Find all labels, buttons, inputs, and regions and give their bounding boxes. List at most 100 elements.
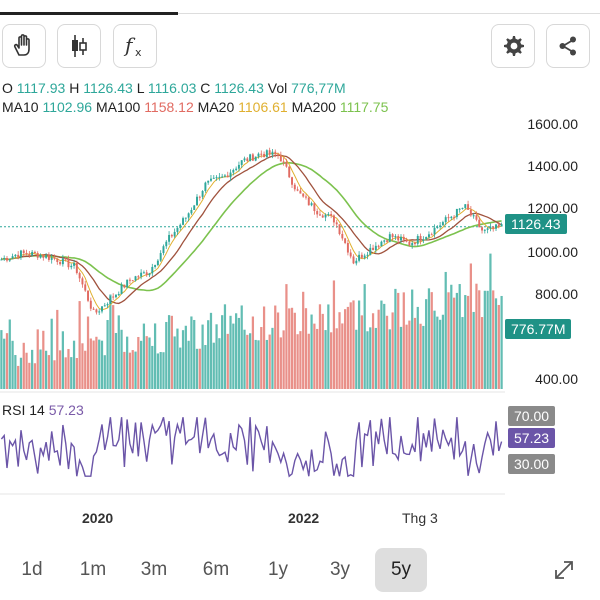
period-5y-button[interactable]: 5y — [375, 548, 427, 592]
period-6m-button[interactable]: 6m — [202, 559, 230, 580]
candle-body — [173, 231, 176, 237]
volume-bar — [461, 317, 464, 389]
volume-bar — [416, 306, 419, 389]
volume-bar — [419, 323, 422, 389]
candle-body — [263, 153, 266, 157]
candle-body — [140, 272, 143, 277]
candle-body — [318, 214, 321, 216]
volume-bar — [318, 304, 322, 389]
volume-bar — [19, 357, 23, 389]
candle-body — [50, 257, 53, 260]
high-label: H — [69, 80, 80, 96]
period-1m-button[interactable]: 1m — [79, 559, 107, 580]
candle-body — [243, 158, 246, 161]
volume-bar — [307, 333, 310, 389]
candle-body — [305, 196, 307, 198]
chart-type-button[interactable] — [57, 24, 101, 68]
candle-body — [237, 164, 240, 169]
volume-bar — [293, 312, 296, 389]
volume-bar — [265, 339, 268, 389]
candle-body — [36, 253, 39, 258]
volume-bar — [120, 329, 123, 389]
volume-bar — [338, 312, 341, 389]
volume-value: 776,77M — [291, 80, 346, 96]
volume-bar — [497, 304, 500, 389]
candle-body — [441, 222, 444, 226]
top-divider — [0, 0, 600, 16]
ma200-label: MA200 — [291, 99, 336, 115]
volume-bar — [341, 323, 344, 389]
candle-body — [413, 243, 416, 245]
period-3m-button[interactable]: 3m — [140, 559, 168, 580]
volume-bar — [86, 316, 90, 389]
ma10-label: MA10 — [2, 99, 39, 115]
candle-body — [352, 256, 355, 264]
rsi-lower-tag: 30.00 — [508, 454, 556, 474]
chart-canvas[interactable] — [0, 74, 600, 534]
volume-bar — [39, 349, 42, 389]
volume-bar — [22, 342, 25, 389]
candle-body — [416, 236, 419, 244]
candle-body — [182, 218, 185, 225]
volume-bar — [391, 312, 394, 389]
candle-body — [489, 226, 492, 229]
candle-body — [355, 260, 358, 264]
candle-body — [103, 305, 106, 307]
ma100-label: MA100 — [95, 99, 141, 115]
candle-body — [307, 197, 310, 206]
candle-body — [112, 296, 115, 298]
indicators-button[interactable]: f x — [113, 24, 157, 68]
volume-label: Vol — [267, 80, 288, 96]
fullscreen-button[interactable] — [550, 556, 578, 584]
volume-bar — [288, 308, 291, 389]
share-button[interactable] — [546, 24, 590, 68]
x-label-2022: 2022 — [288, 510, 320, 526]
rsi-current-tag: 57.23 — [508, 428, 556, 448]
period-3y-button[interactable]: 3y — [329, 559, 351, 580]
volume-bar — [237, 317, 241, 389]
volume-bar — [360, 315, 363, 389]
moving-averages-readout: MA10 1102.96 MA100 1158.12 MA20 1106.61 … — [2, 99, 388, 115]
volume-bar — [343, 309, 347, 389]
candle-body — [478, 219, 481, 228]
volume-bar — [304, 308, 308, 389]
volume-bar — [176, 328, 179, 389]
volume-bar — [260, 327, 263, 389]
volume-bar — [388, 329, 391, 389]
volume-bar — [316, 328, 319, 389]
volume-bar — [134, 351, 137, 389]
period-1d-button[interactable]: 1d — [21, 559, 43, 580]
settings-button[interactable] — [491, 24, 535, 68]
volume-bar — [75, 358, 78, 389]
candle-body — [394, 236, 397, 238]
candle-body — [447, 217, 450, 219]
candle-body — [106, 304, 109, 306]
candle-body — [84, 284, 87, 291]
candle-body — [229, 172, 232, 178]
candle-body — [369, 247, 372, 255]
volume-bar — [14, 355, 17, 389]
candle-body — [117, 293, 120, 295]
price-chart-area[interactable]: O 1117.93 H 1126.43 L 1116.03 C 1126.43 … — [0, 74, 600, 534]
candle-body — [296, 189, 299, 191]
volume-bar — [8, 319, 11, 389]
volume-bar — [170, 315, 173, 389]
volume-bar — [123, 351, 126, 389]
volume-bar — [156, 353, 160, 389]
volume-bar — [478, 290, 481, 389]
candle-body — [109, 296, 112, 305]
volume-bar — [142, 323, 146, 389]
volume-bar — [190, 316, 193, 389]
candle-body — [254, 156, 257, 161]
volume-bar — [433, 310, 436, 389]
volume-bar — [475, 283, 478, 389]
candle-body — [430, 234, 433, 236]
ma100-value: 1158.12 — [144, 99, 194, 115]
pan-hand-button[interactable] — [2, 24, 46, 68]
candle-body — [78, 273, 81, 279]
period-1y-button[interactable]: 1y — [267, 559, 289, 580]
candle-body — [159, 253, 162, 261]
volume-bar — [201, 324, 204, 389]
candle-body — [422, 239, 425, 241]
volume-bar — [187, 340, 190, 389]
